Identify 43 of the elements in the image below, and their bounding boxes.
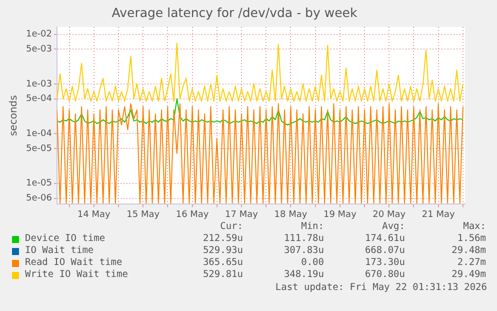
- text: 173.30u: [364, 257, 405, 269]
- y-tick-label: 5e-04: [26, 94, 52, 104]
- x-tick-label: 18 May: [274, 210, 308, 220]
- text: 29.49m: [450, 269, 486, 281]
- text: 29.48m: [450, 245, 486, 257]
- y-tick-label: 5e-06: [26, 194, 52, 204]
- text: 365.65u: [202, 257, 243, 269]
- text: 348.19u: [282, 269, 324, 281]
- text: 2.27m: [456, 257, 486, 269]
- text: 307.83u: [282, 245, 324, 257]
- text: Cur:: [219, 221, 243, 233]
- x-tick-label: 15 May: [126, 210, 160, 220]
- text: 174.61u: [364, 233, 405, 245]
- text: Avg:: [381, 221, 405, 233]
- text: 212.59u: [202, 233, 243, 245]
- y-axis-title: seconds: [8, 95, 20, 136]
- legend-label: Device IO time: [25, 233, 106, 245]
- text: 668.07u: [364, 245, 405, 257]
- x-tick-label: 20 May: [372, 210, 406, 220]
- text: 529.81u: [202, 269, 243, 281]
- text: 670.80u: [364, 269, 405, 281]
- text: 1.56m: [456, 233, 486, 245]
- text: Last update: Fri May 22 01:31:13 2026: [274, 282, 487, 294]
- x-tick-label: 16 May: [176, 210, 210, 220]
- text: 111.78u: [282, 233, 324, 245]
- text: Min:: [300, 221, 324, 233]
- text: 529.93u: [202, 245, 243, 257]
- x-tick-label: 19 May: [323, 210, 358, 220]
- y-tick-label: 1e-05: [26, 178, 52, 189]
- y-tick-label: 5e-05: [26, 144, 52, 154]
- legend-label: IO Wait time: [25, 245, 94, 257]
- x-tick-label: 14 May: [77, 210, 112, 220]
- text: Max:: [462, 221, 486, 233]
- y-tick-label: 1e-03: [26, 79, 52, 90]
- legend-label: Write IO Wait time: [25, 269, 128, 281]
- y-tick-label: 1e-02: [26, 30, 52, 40]
- y-tick-label: 5e-03: [26, 44, 52, 55]
- x-tick-label: 17 May: [225, 210, 259, 220]
- y-tick-label: 1e-04: [26, 128, 52, 139]
- chart-title: Average latency for /dev/vda - by week: [112, 4, 358, 20]
- x-tick-label: 21 May: [422, 210, 456, 220]
- legend-label: Read IO Wait time: [25, 257, 122, 269]
- text: 0.00: [300, 257, 324, 269]
